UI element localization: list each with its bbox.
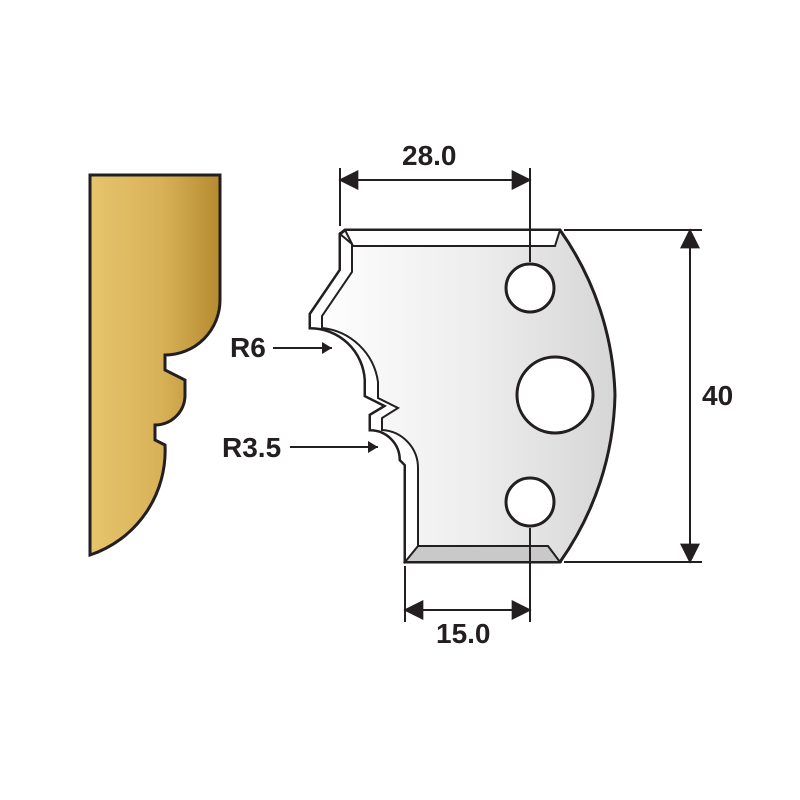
dim-radius-upper: R6 [230, 332, 266, 364]
mounting-hole-bottom [506, 478, 554, 526]
wood-profile [90, 175, 220, 555]
center-bore-hole [517, 357, 593, 433]
dim-top-width: 28.0 [402, 140, 457, 172]
dim-height: 40 [702, 380, 733, 412]
diagram-canvas: 28.0 40 15.0 R6 R3.5 [0, 0, 800, 800]
dim-radius-lower: R3.5 [222, 432, 281, 464]
technical-drawing-svg [0, 0, 800, 800]
cutter-knife [310, 230, 615, 562]
mounting-hole-top [506, 264, 554, 312]
dim-bottom-width: 15.0 [436, 618, 491, 650]
